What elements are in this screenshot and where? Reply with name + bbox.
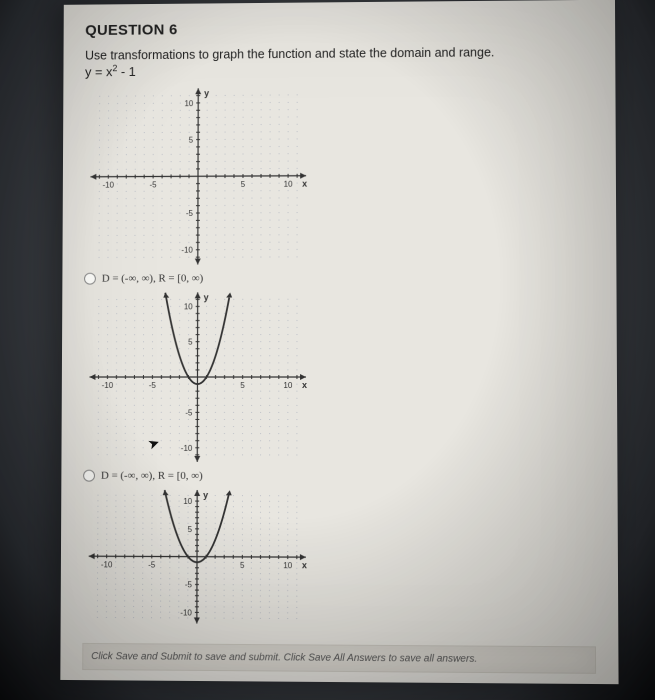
svg-text:-10: -10	[102, 381, 114, 390]
svg-text:5: 5	[188, 338, 193, 347]
answer-option-1-graph[interactable]: -10 -10 -5 -5 5 5 10 10 y x	[84, 79, 594, 270]
svg-text:-10: -10	[181, 246, 193, 255]
parabola-chart-2: -10 -10 -5 -5 5 5 10 10 y x	[82, 484, 312, 631]
svg-text:5: 5	[241, 180, 246, 189]
svg-text:y: y	[204, 88, 209, 98]
svg-text:-5: -5	[186, 209, 194, 218]
svg-text:x: x	[302, 380, 307, 390]
question-prompt: Use transformations to graph the functio…	[85, 45, 593, 63]
svg-text:-5: -5	[150, 180, 158, 189]
svg-text:5: 5	[188, 525, 193, 534]
svg-text:5: 5	[189, 136, 194, 145]
svg-text:x: x	[302, 179, 307, 189]
svg-text:-5: -5	[185, 408, 193, 417]
answer-option-1[interactable]: D = (-∞, ∞), R = [0, ∞)	[84, 271, 594, 284]
svg-text:10: 10	[183, 497, 192, 506]
answer-text-2: D = (-∞, ∞), R = [0, ∞)	[101, 470, 203, 482]
svg-text:-10: -10	[180, 608, 192, 617]
svg-text:-5: -5	[148, 560, 156, 569]
svg-text:10: 10	[184, 302, 193, 311]
svg-text:5: 5	[240, 561, 245, 570]
question-formula: y = x2 - 1	[85, 61, 593, 80]
svg-text:10: 10	[184, 99, 193, 108]
parabola-chart-1: -10 -10 -5 -5 5 5 10 10 y x	[83, 286, 312, 468]
svg-text:10: 10	[283, 561, 293, 570]
svg-text:y: y	[203, 490, 208, 500]
blank-axes-chart: -10 -10 -5 -5 5 5 10 10 y x	[84, 82, 312, 271]
question-page: QUESTION 6 Use transformations to graph …	[60, 0, 618, 684]
svg-text:10: 10	[283, 381, 292, 390]
svg-text:-5: -5	[185, 580, 193, 589]
answer-text-1: D = (-∞, ∞), R = [0, ∞)	[102, 272, 203, 284]
svg-text:-10: -10	[101, 560, 113, 569]
radio-icon[interactable]	[83, 470, 95, 482]
svg-text:y: y	[204, 292, 209, 302]
svg-text:x: x	[302, 560, 307, 570]
svg-text:-5: -5	[149, 381, 157, 390]
svg-text:-10: -10	[103, 181, 115, 190]
svg-text:5: 5	[240, 381, 245, 390]
radio-icon[interactable]	[84, 273, 96, 285]
footer-instruction: Click Save and Submit to save and submit…	[82, 643, 596, 674]
svg-text:-10: -10	[181, 444, 193, 453]
svg-text:10: 10	[284, 180, 293, 189]
answer-option-3-graph[interactable]: -10 -10 -5 -5 5 5 10 10 y x	[82, 484, 595, 632]
question-title: QUESTION 6	[85, 18, 593, 39]
answer-option-2[interactable]: D = (-∞, ∞), R = [0, ∞)	[83, 470, 595, 483]
